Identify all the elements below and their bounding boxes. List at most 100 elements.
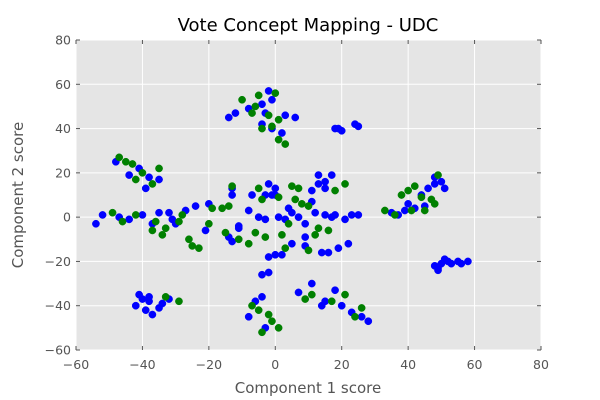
scatter-point-series-1 (258, 293, 266, 301)
x-tick-label: −20 (196, 357, 222, 372)
y-tick-label: 20 (55, 165, 71, 180)
scatter-point-series-1 (321, 177, 329, 186)
scatter-point-series-1 (125, 171, 133, 179)
scatter-point-series-2 (341, 290, 349, 299)
scatter-point-series-1 (165, 208, 173, 217)
scatter-point-series-2 (138, 169, 147, 177)
scatter-point-series-1 (307, 279, 316, 288)
scatter-point-series-1 (294, 213, 303, 221)
y-tick-label: 80 (55, 33, 71, 48)
scatter-point-series-1 (271, 250, 280, 259)
scatter-point-series-1 (274, 213, 283, 221)
scatter-point-series-1 (258, 270, 266, 279)
scatter-point-series-2 (148, 226, 157, 235)
scatter-point-series-1 (321, 184, 329, 193)
plot-background (76, 40, 541, 350)
scatter-point-series-2 (314, 224, 323, 233)
scatter-point-series-1 (92, 219, 100, 228)
scatter-point-series-1 (264, 268, 273, 277)
scatter-point-series-1 (244, 206, 253, 215)
scatter-point-series-2 (278, 231, 286, 239)
scatter-point-series-2 (417, 193, 426, 202)
x-tick-label: −40 (129, 357, 155, 372)
scatter-point-series-2 (391, 211, 399, 219)
scatter-point-series-2 (410, 182, 419, 190)
scatter-point-series-2 (271, 89, 280, 97)
scatter-point-series-1 (357, 312, 366, 321)
scatter-point-series-1 (447, 259, 456, 268)
y-tick-label: 0 (63, 210, 71, 225)
scatter-point-series-1 (430, 180, 439, 188)
scatter-point-series-1 (341, 215, 349, 224)
scatter-point-series-1 (201, 226, 210, 235)
scatter-point-series-2 (420, 206, 429, 215)
scatter-point-series-2 (234, 235, 243, 244)
scatter-point-series-2 (148, 180, 157, 188)
scatter-point-series-1 (457, 259, 466, 268)
scatter-point-series-1 (434, 266, 442, 275)
scatter-point-series-1 (344, 239, 353, 248)
scatter-point-series-1 (135, 290, 143, 299)
scatter-point-series-2 (268, 122, 276, 131)
scatter-point-series-1 (331, 286, 339, 295)
scatter-point-series-2 (307, 290, 316, 299)
scatter-point-series-2 (161, 224, 170, 233)
scatter-point-series-2 (175, 297, 183, 306)
x-tick-label: −60 (63, 357, 89, 372)
y-tick-label: −60 (45, 343, 71, 358)
scatter-point-series-2 (244, 239, 253, 248)
scatter-point-series-2 (311, 231, 319, 239)
scatter-point-series-1 (248, 191, 256, 199)
scatter-point-series-2 (274, 135, 283, 144)
scatter-point-series-2 (430, 200, 439, 208)
scatter-point-series-1 (125, 215, 133, 224)
scatter-point-series-2 (284, 219, 293, 228)
scatter-point-series-1 (464, 257, 472, 266)
scatter-point-series-2 (281, 244, 290, 252)
scatter-point-series-1 (440, 184, 449, 193)
scatter-point-series-1 (321, 211, 329, 219)
scatter-point-series-2 (121, 157, 130, 166)
scatter-point-series-1 (311, 208, 319, 217)
scatter-point-series-1 (231, 109, 240, 117)
scatter-point-series-2 (258, 195, 266, 204)
scatter-point-series-2 (298, 200, 306, 208)
scatter-point-series-1 (281, 111, 290, 120)
scatter-point-series-1 (271, 184, 280, 193)
scatter-point-series-2 (254, 91, 263, 100)
scatter-point-series-1 (437, 177, 446, 186)
scatter-point-series-2 (291, 195, 300, 204)
scatter-point-series-2 (224, 202, 233, 210)
scatter-point-series-1 (337, 126, 346, 135)
y-tick-label: −20 (45, 254, 71, 269)
y-tick-label: 60 (55, 77, 71, 92)
x-tick-label: 0 (271, 357, 279, 372)
scatter-point-series-2 (175, 217, 183, 226)
scatter-point-series-1 (294, 288, 303, 297)
scatter-point-series-1 (145, 293, 153, 301)
scatter-point-series-2 (161, 293, 170, 301)
scatter-point-series-2 (195, 244, 203, 252)
scatter-point-series-1 (254, 213, 263, 221)
scatter-point-series-1 (141, 306, 150, 314)
scatter-point-series-1 (258, 100, 266, 109)
scatter-point-series-2 (381, 206, 389, 215)
scatter-point-series-2 (248, 301, 256, 310)
scatter-point-series-2 (274, 115, 283, 124)
scatter-point-series-2 (115, 153, 124, 162)
scatter-point-series-2 (218, 204, 226, 213)
scatter-point-series-2 (434, 171, 442, 179)
scatter-point-series-1 (244, 312, 253, 321)
scatter-point-series-1 (334, 244, 343, 252)
scatter-point-series-2 (254, 184, 263, 193)
scatter-point-series-2 (327, 297, 336, 306)
scatter-point-series-1 (400, 206, 409, 215)
scatter-point-series-1 (155, 175, 163, 184)
scatter-point-series-2 (238, 95, 246, 104)
scatter-point-series-2 (151, 217, 160, 226)
scatter-point-series-1 (98, 211, 107, 219)
scatter-point-series-2 (268, 317, 276, 326)
x-tick-label: 80 (533, 357, 549, 372)
x-axis-label: Component 1 score (235, 379, 381, 397)
